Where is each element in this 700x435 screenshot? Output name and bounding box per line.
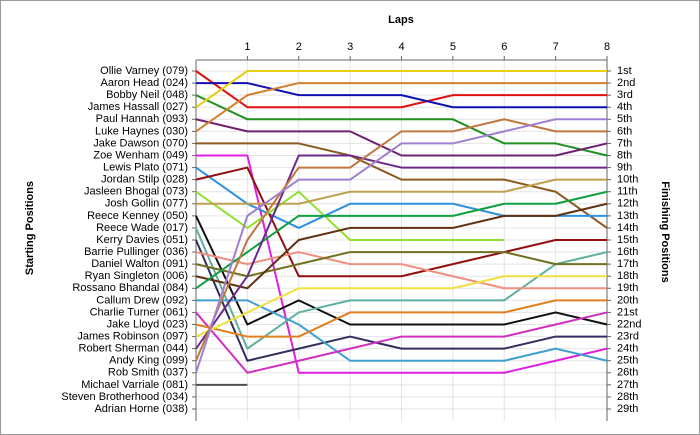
- driver-label: Luke Haynes (030): [95, 125, 188, 137]
- y-tick-label: 16th: [617, 246, 638, 258]
- x-tick-label: 4: [398, 41, 404, 53]
- y-tick-label: 3rd: [617, 89, 633, 101]
- driver-label: Bobby Neil (048): [106, 89, 188, 101]
- y-tick-label: 14th: [617, 222, 638, 234]
- driver-line: [195, 94, 608, 157]
- y-tick-label: 8th: [617, 149, 632, 161]
- driver-label: Zoe Wenham (049): [93, 149, 188, 161]
- x-tick-label: 8: [604, 41, 610, 53]
- driver-line: [195, 215, 608, 326]
- x-tick-label: 5: [450, 41, 456, 53]
- y-tick-label: 11th: [617, 186, 638, 198]
- driver-line: [195, 190, 608, 290]
- driver-label: Aaron Head (024): [101, 77, 188, 89]
- driver-label: Jordan Stilp (028): [101, 174, 188, 186]
- y-tick-label: 20th: [617, 294, 638, 306]
- driver-line: [195, 70, 607, 109]
- y-tick-label: 22nd: [617, 318, 641, 330]
- driver-label: Rossano Bhandal (084): [72, 282, 188, 294]
- y-tick-label: 2nd: [617, 77, 635, 89]
- y-tick-label: 10th: [617, 174, 638, 186]
- driver-label: Steven Brotherhood (034): [61, 391, 188, 403]
- driver-label: Ryan Singleton (006): [85, 270, 188, 282]
- driver-label: Jake Dawson (070): [93, 137, 188, 149]
- driver-label: Lewis Plato (071): [103, 161, 188, 173]
- driver-label: Daniel Walton (091): [91, 258, 188, 270]
- y-tick-label: 18th: [617, 270, 638, 282]
- y-tick-label: 28th: [617, 391, 638, 403]
- driver-label: Jasleen Bhogal (073): [84, 186, 188, 198]
- x-tick-label: 7: [553, 41, 559, 53]
- y-tick-label: 13th: [617, 210, 638, 222]
- y-tick-label: 5th: [617, 113, 632, 125]
- driver-label: Callum Drew (092): [96, 294, 188, 306]
- driver-label: Reece Kenney (050): [87, 210, 188, 222]
- driver-label: James Hassall (027): [88, 101, 188, 113]
- chart-title: Laps: [388, 14, 414, 26]
- driver-label: Josh Gollin (077): [105, 198, 188, 210]
- driver-label: Paul Hannah (093): [96, 113, 188, 125]
- y-tick-label: 25th: [617, 355, 638, 367]
- driver-label: Kerry Davies (051): [96, 234, 188, 246]
- driver-line: [195, 118, 608, 157]
- driver-line: [195, 311, 608, 374]
- y-tick-label: 21st: [617, 306, 638, 318]
- driver-label: Rob Smith (037): [108, 367, 188, 379]
- y-tick-label: 27th: [617, 379, 638, 391]
- driver-line: [195, 251, 607, 290]
- x-tick-label: 1: [244, 41, 250, 53]
- driver-line: [195, 275, 607, 338]
- y-axis-label: Starting Positions: [24, 181, 36, 275]
- y-tick-label: 29th: [617, 403, 638, 415]
- driver-line: [195, 239, 607, 362]
- driver-line: [195, 118, 607, 374]
- y2-axis-label: Finishing Positions: [659, 181, 671, 282]
- driver-label: Adrian Horne (038): [94, 403, 188, 415]
- driver-line: [195, 154, 607, 350]
- x-tick-label: 3: [347, 41, 353, 53]
- y-tick-label: 19th: [617, 282, 638, 294]
- driver-line: [195, 299, 607, 338]
- x-tick-label: 6: [501, 41, 507, 53]
- y-tick-label: 7th: [617, 137, 632, 149]
- driver-label: Jake Lloyd (023): [107, 318, 188, 330]
- driver-line: [195, 70, 607, 109]
- driver-line: [196, 299, 608, 362]
- y-tick-label: 17th: [617, 258, 638, 270]
- driver-label: Charlie Turner (061): [90, 306, 188, 318]
- y-tick-label: 12th: [617, 198, 638, 210]
- driver-label: Ollie Varney (079): [100, 65, 188, 77]
- y-tick-label: 6th: [617, 125, 632, 137]
- y-tick-label: 1st: [617, 65, 632, 77]
- driver-label: Reece Wade (017): [96, 222, 188, 234]
- driver-line: [196, 154, 608, 374]
- y-tick-label: 26th: [617, 367, 638, 379]
- driver-label: Barrie Pullinger (036): [84, 246, 188, 258]
- driver-line: [195, 118, 607, 362]
- y-tick-label: 4th: [617, 101, 632, 113]
- y-tick-label: 15th: [617, 234, 638, 246]
- x-tick-label: 2: [296, 41, 302, 53]
- y-tick-label: 23rd: [617, 330, 639, 342]
- driver-line: [195, 82, 607, 133]
- driver-line: [196, 142, 608, 229]
- driver-label: Andy King (099): [109, 355, 188, 367]
- y-tick-label: 9th: [617, 161, 632, 173]
- driver-label: James Robinson (097): [77, 330, 188, 342]
- y-tick-label: 24th: [617, 343, 638, 355]
- driver-line: [195, 190, 505, 241]
- driver-line: [195, 202, 608, 290]
- driver-line: [196, 82, 607, 109]
- driver-label: Michael Varriale (081): [81, 379, 188, 391]
- driver-label: Robert Sherman (044): [79, 343, 188, 355]
